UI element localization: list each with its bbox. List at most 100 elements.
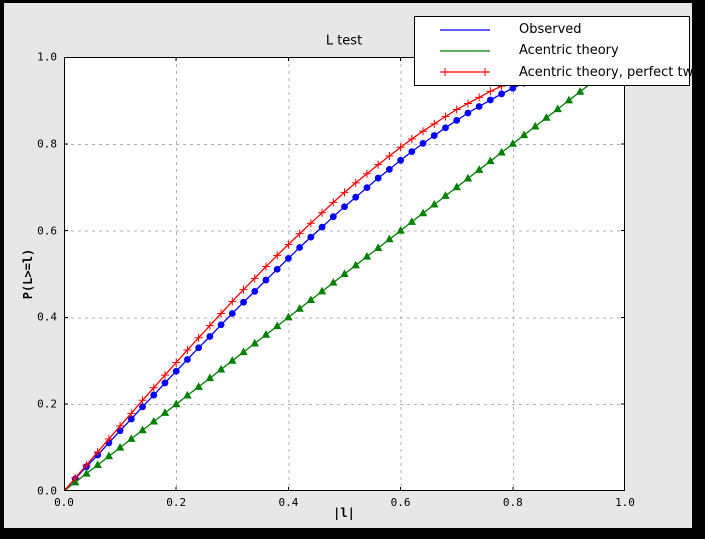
marker-circle	[296, 244, 304, 251]
marker-triangle	[104, 451, 114, 460]
marker-triangle	[373, 243, 383, 251]
legend-label: Acentric theory	[519, 43, 619, 59]
marker-triangle	[250, 338, 259, 347]
marker-plus	[374, 160, 383, 169]
marker-plus	[250, 274, 259, 283]
marker-plus	[261, 262, 270, 271]
marker-circle	[217, 321, 225, 329]
y-tick-label: 0.6	[37, 224, 57, 238]
marker-plus	[116, 421, 125, 430]
marker-plus	[127, 409, 136, 418]
marker-triangle	[329, 278, 338, 286]
y-axis-label: P(L>=l)	[21, 248, 35, 300]
marker-triangle	[497, 147, 506, 156]
plot-axes	[64, 57, 625, 491]
y-tick-label: 0.2	[37, 397, 57, 411]
marker-circle	[464, 109, 472, 117]
plot-title: L test	[325, 33, 363, 49]
marker-triangle	[239, 347, 248, 356]
marker-triangle	[93, 460, 102, 468]
marker-circle	[195, 344, 203, 352]
x-tick-label: 0.6	[390, 496, 411, 509]
marker-plus	[419, 127, 428, 136]
marker-plus	[306, 219, 315, 228]
x-tick-label: 0.8	[502, 496, 523, 509]
marker-circle	[262, 276, 270, 284]
marker-circle	[228, 310, 236, 317]
marker-circle	[240, 298, 247, 306]
marker-triangle	[396, 226, 405, 234]
marker-plus	[340, 188, 349, 197]
marker-triangle	[407, 217, 417, 225]
marker-plus	[138, 396, 147, 405]
marker-triangle	[340, 269, 349, 277]
figure-canvas: L test |l| P(L>=l) 0.0 0.2 0.4 0.6 0.8 1.0 0.0…	[4, 3, 705, 528]
legend-item: Acentric theory, perfect twin	[415, 62, 705, 82]
marker-plus	[295, 229, 304, 238]
marker-circle	[352, 193, 360, 201]
marker-circle	[116, 427, 124, 435]
marker-triangle	[463, 173, 473, 182]
marker-circle	[498, 90, 505, 98]
marker-circle	[127, 415, 135, 423]
marker-triangle	[172, 399, 181, 408]
marker-triangle	[295, 304, 304, 312]
y-tick-label: 0.8	[37, 137, 57, 151]
marker-circle	[318, 223, 326, 231]
marker-circle	[475, 103, 483, 110]
marker-triangle	[385, 234, 394, 243]
marker-plus	[318, 208, 327, 217]
marker-triangle	[82, 469, 91, 477]
marker-circle	[273, 265, 281, 273]
legend-label: Observed	[519, 22, 582, 38]
series-markers	[64, 69, 607, 491]
series-acentric-theory	[64, 69, 607, 491]
marker-triangle	[542, 113, 551, 121]
legend-line-sample	[440, 29, 490, 31]
marker-circle	[397, 156, 404, 164]
y-tick-label: 1.0	[37, 50, 57, 64]
marker-triangle	[183, 390, 192, 399]
marker-circle	[251, 287, 259, 295]
marker-plus	[160, 371, 169, 380]
marker-plus	[351, 178, 360, 187]
marker-triangle	[205, 373, 215, 382]
marker-triangle	[531, 121, 540, 130]
marker-circle	[486, 96, 494, 104]
marker-circle	[329, 213, 337, 221]
marker-plus	[194, 333, 203, 342]
y-tick-label: 0.0	[37, 484, 57, 498]
legend-line-sample	[440, 50, 490, 52]
marker-plus	[385, 151, 394, 160]
marker-circle	[172, 367, 180, 375]
marker-plus	[362, 169, 371, 178]
series-line	[64, 71, 536, 491]
marker-triangle	[228, 356, 237, 364]
marker-circle	[184, 356, 191, 363]
marker-triangle	[272, 321, 282, 330]
marker-plus	[183, 345, 192, 354]
marker-triangle	[149, 416, 158, 425]
marker-triangle	[362, 252, 372, 260]
marker-plus	[441, 68, 449, 77]
series-line	[64, 72, 547, 491]
marker-triangle	[351, 260, 360, 269]
marker-plus	[273, 251, 282, 260]
marker-circle	[374, 174, 382, 182]
marker-triangle	[216, 364, 226, 373]
marker-circle	[363, 184, 371, 192]
marker-plus	[217, 309, 226, 318]
legend-item: Observed	[415, 20, 689, 40]
marker-circle	[385, 166, 393, 173]
marker-plus	[329, 198, 338, 207]
marker-circle	[408, 148, 416, 156]
marker-plus	[481, 68, 489, 77]
marker-circle	[453, 116, 461, 124]
marker-circle	[139, 403, 146, 411]
marker-triangle	[160, 408, 170, 416]
x-tick-label: 0.2	[166, 496, 187, 509]
marker-plus	[475, 93, 484, 102]
marker-triangle	[284, 312, 293, 321]
marker-triangle	[553, 104, 562, 113]
marker-circle	[206, 333, 214, 340]
